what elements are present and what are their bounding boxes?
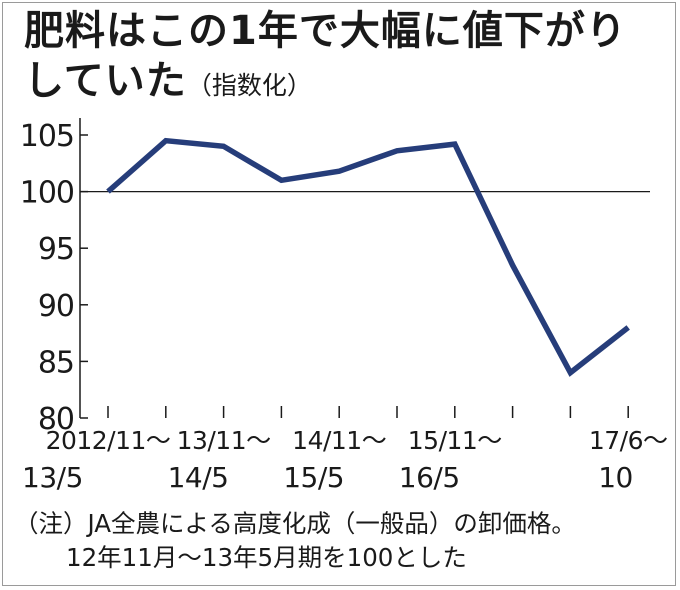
x-tick-label: 17/6〜 (589, 426, 668, 455)
y-tick-label: 85 (38, 345, 74, 380)
chart-title-unit: （指数化） (186, 71, 312, 100)
x-tick-label: 2012/11〜 (46, 426, 171, 455)
y-tick-label: 100 (20, 176, 74, 211)
chart-title: 肥料はこの1年で大幅に値下がりしていた（指数化） (24, 6, 664, 111)
x-tick-label-line2: 14/5 (168, 461, 229, 494)
x-tick-label-line2: 13/5 (22, 461, 83, 494)
x-tick-label-line2: 15/5 (283, 461, 344, 494)
chart-footnote: （注）JA全農による高度化成（一般品）の卸価格。 12年11月〜13年5月期を1… (14, 507, 674, 575)
footnote-line-1: （注）JA全農による高度化成（一般品）の卸価格。 (14, 509, 576, 538)
x-tick-label: 15/11〜 (408, 426, 502, 455)
x-tick-label-line2: 10 (598, 461, 633, 494)
chart-title-main: 肥料はこの1年で大幅に値下がりしていた (24, 8, 627, 104)
series-line (106, 137, 630, 377)
footnote-line-2: 12年11月〜13年5月期を100とした (66, 543, 467, 572)
x-axis: 2012/11〜 13/5 13/11〜 14/5 14/11〜 15/5 15/11〜 16… (22, 406, 668, 494)
y-tick-label: 95 (38, 232, 74, 267)
y-tick-label: 105 (20, 119, 74, 154)
y-axis: 80 85 90 95 100 105 (20, 118, 88, 437)
y-tick-label: 80 (38, 402, 74, 437)
y-tick-label: 90 (38, 289, 74, 324)
x-tick-label: 14/11〜 (292, 426, 386, 455)
x-tick-label: 13/11〜 (177, 426, 271, 455)
x-tick-label-line2: 16/5 (399, 461, 460, 494)
plot-series (106, 137, 630, 377)
